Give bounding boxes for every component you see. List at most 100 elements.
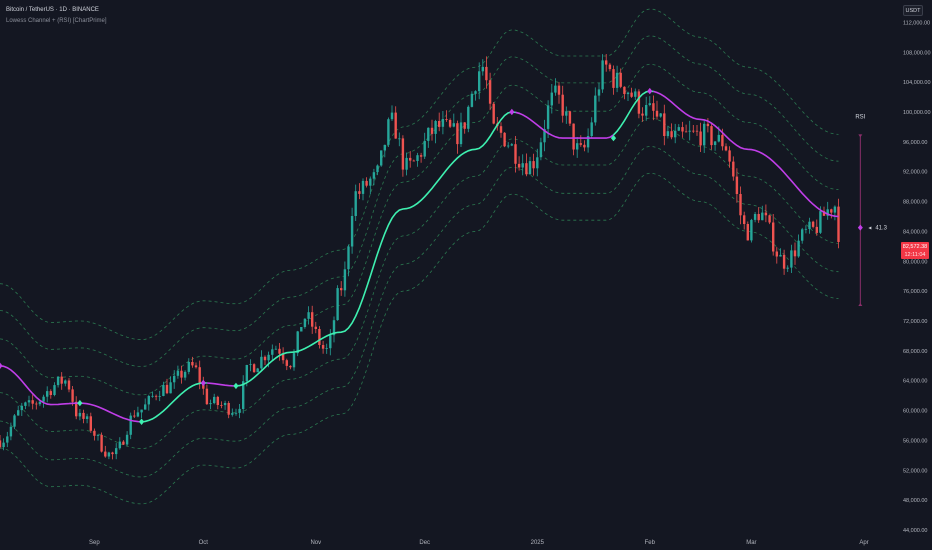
candle-body: [597, 89, 601, 96]
candle-body: [492, 103, 495, 124]
candle-body: [332, 320, 336, 336]
symbol-title[interactable]: Bitcoin / TetherUS · 1D · BINANCE: [6, 7, 99, 13]
candle-body: [764, 212, 768, 216]
signal-markers: [0, 87, 653, 425]
candle-body: [380, 150, 383, 166]
candle-body: [557, 85, 561, 95]
currency-button[interactable]: USDT: [903, 5, 923, 16]
candle-body: [590, 122, 593, 136]
candle-body: [728, 150, 731, 162]
candle-body: [801, 229, 804, 241]
bear-signal-marker: [509, 108, 515, 116]
candle-body: [811, 221, 815, 227]
candle-body: [419, 155, 423, 157]
price-tick-label: 48,000.00: [903, 498, 927, 504]
time-tick-label: Apr: [859, 540, 868, 546]
candle-body: [459, 122, 463, 145]
candle-body: [525, 163, 528, 175]
candle-body: [514, 144, 517, 164]
candle-body: [478, 71, 481, 92]
candle-body: [158, 396, 161, 397]
candle-body: [85, 416, 89, 419]
price-tick-label: 96,000.00: [903, 140, 927, 146]
candle-body: [289, 365, 292, 368]
candle-body: [427, 127, 430, 141]
rsi-gauge-top-cap: [858, 134, 863, 138]
candle-body: [713, 141, 717, 145]
candle-body: [111, 452, 114, 455]
candle-body: [325, 348, 328, 349]
candle-body: [133, 415, 136, 417]
candle-body: [271, 349, 274, 355]
candle-body: [517, 163, 521, 168]
candle-body: [13, 415, 16, 427]
bull-signal-marker: [610, 134, 617, 142]
price-tick-label: 60,000.00: [903, 409, 927, 415]
bar-countdown: 12:11:04: [904, 252, 926, 258]
price-tick-label: 56,000.00: [903, 438, 927, 444]
candle-body: [75, 401, 78, 417]
candle-body: [49, 391, 52, 395]
indicator-title[interactable]: Lowess Channel + (RSI) [ChartPrime]: [6, 18, 107, 24]
candle-body: [165, 384, 169, 394]
candle-body: [565, 111, 568, 116]
candle-body: [38, 401, 42, 405]
candle-body: [528, 161, 532, 175]
time-tick-label: Dec: [419, 540, 430, 546]
candle-body: [394, 112, 397, 139]
candle-body: [706, 123, 710, 127]
candle-body: [543, 129, 546, 143]
candle-body: [790, 250, 793, 268]
candle-body: [96, 434, 100, 436]
last-price-value: 82,572.38: [902, 244, 928, 250]
candle-body: [536, 157, 539, 169]
candle-body: [223, 403, 227, 406]
candle-body: [615, 72, 619, 88]
candle-body: [674, 130, 677, 138]
candle-body: [786, 267, 789, 269]
candle-body: [579, 143, 582, 145]
price-tick-label: 88,000.00: [903, 200, 927, 206]
lowess-bear-segment: [206, 382, 237, 387]
candle-body: [376, 165, 379, 173]
time-tick-label: 2025: [531, 540, 545, 546]
candle-body: [307, 312, 310, 319]
rsi-value: 41.3: [875, 226, 887, 232]
candle-body: [499, 126, 503, 133]
candle-body: [198, 367, 201, 383]
candle-body: [445, 119, 448, 120]
candle-body: [340, 288, 343, 291]
candle-body: [303, 318, 307, 327]
candle-body: [652, 103, 655, 111]
candle-body: [6, 436, 9, 443]
candle-body: [350, 216, 354, 247]
candle-body: [118, 441, 121, 449]
candle-body: [717, 134, 720, 142]
price-axis[interactable]: 112,000.00 108,000.00 104,000.00 100,000.00…: [903, 20, 931, 534]
candle-body: [78, 412, 82, 417]
candle-body: [576, 143, 579, 150]
candle-body: [238, 408, 241, 413]
candle-body: [739, 194, 742, 216]
candle-body: [31, 400, 34, 404]
band-upper-3: [0, 8, 839, 341]
candle-body: [663, 113, 666, 136]
time-axis[interactable]: Sep Oct Nov Dec 2025 Feb Mar Apr: [89, 540, 869, 546]
candle-body: [594, 95, 597, 123]
candle-body: [122, 441, 125, 445]
candle-body: [815, 226, 818, 233]
candle-body: [474, 91, 477, 94]
candle-body: [448, 120, 452, 127]
candle-body: [623, 86, 626, 95]
candle-body: [721, 134, 724, 147]
rsi-gauge-bottom-cap: [858, 303, 863, 307]
candle-body: [510, 144, 513, 146]
band-lower-3: [0, 172, 839, 505]
candle-body: [147, 396, 150, 405]
candle-body: [183, 371, 187, 378]
candle-body: [369, 178, 372, 186]
price-tick-label: 44,000.00: [903, 528, 927, 534]
candle-body: [412, 160, 415, 162]
candle-body: [129, 415, 132, 435]
